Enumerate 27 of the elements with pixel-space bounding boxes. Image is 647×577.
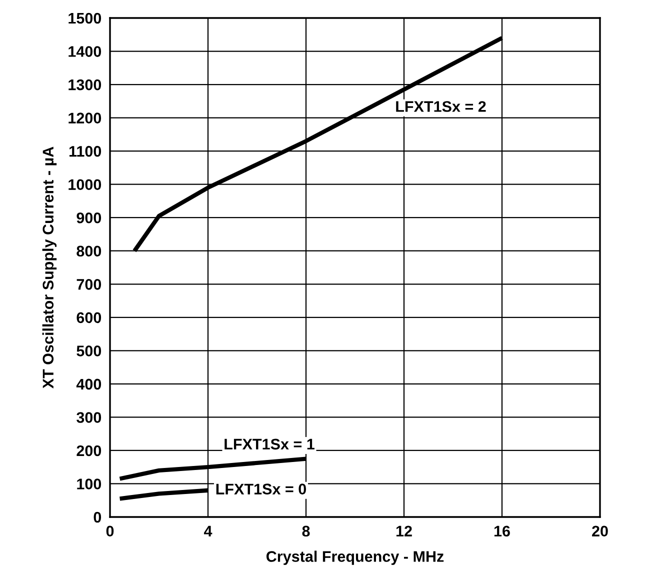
y-tick-label: 800 bbox=[76, 246, 102, 257]
y-tick-label: 0 bbox=[94, 512, 102, 523]
series-label: LFXT1Sx = 2 bbox=[396, 101, 486, 112]
x-tick-label: 8 bbox=[302, 526, 310, 537]
x-tick-label: 12 bbox=[396, 526, 412, 536]
y-tick-label: 900 bbox=[76, 212, 102, 224]
y-tick-label: 500 bbox=[76, 346, 102, 356]
y-tick-label: 200 bbox=[76, 445, 102, 456]
y-tick-label: 700 bbox=[76, 279, 102, 290]
x-tick-label: 20 bbox=[592, 526, 608, 537]
y-tick-label: 600 bbox=[76, 312, 102, 324]
y-axis-title: XT Oscillator Supply Current - µA bbox=[42, 146, 57, 388]
y-tick-label: 1500 bbox=[68, 12, 102, 24]
y-tick-label: 100 bbox=[77, 478, 102, 490]
series-label: LFXT1Sx = 1 bbox=[224, 438, 314, 450]
y-tick-label: 1000 bbox=[68, 179, 102, 190]
series-label: LFXT1Sx = 0 bbox=[216, 484, 306, 494]
y-tick-label: 300 bbox=[76, 412, 102, 423]
x-tick-label: 0 bbox=[106, 526, 114, 537]
x-axis-title: Crystal Frequency - MHz bbox=[266, 550, 444, 565]
x-tick-label: 16 bbox=[494, 526, 510, 537]
y-tick-label: 1100 bbox=[69, 146, 102, 157]
y-tick-label: 1200 bbox=[68, 112, 102, 124]
y-tick-label: 400 bbox=[76, 378, 102, 390]
y-tick-label: 1400 bbox=[68, 46, 102, 57]
y-tick-label: 1300 bbox=[68, 79, 102, 90]
x-tick-label: 4 bbox=[204, 526, 212, 536]
